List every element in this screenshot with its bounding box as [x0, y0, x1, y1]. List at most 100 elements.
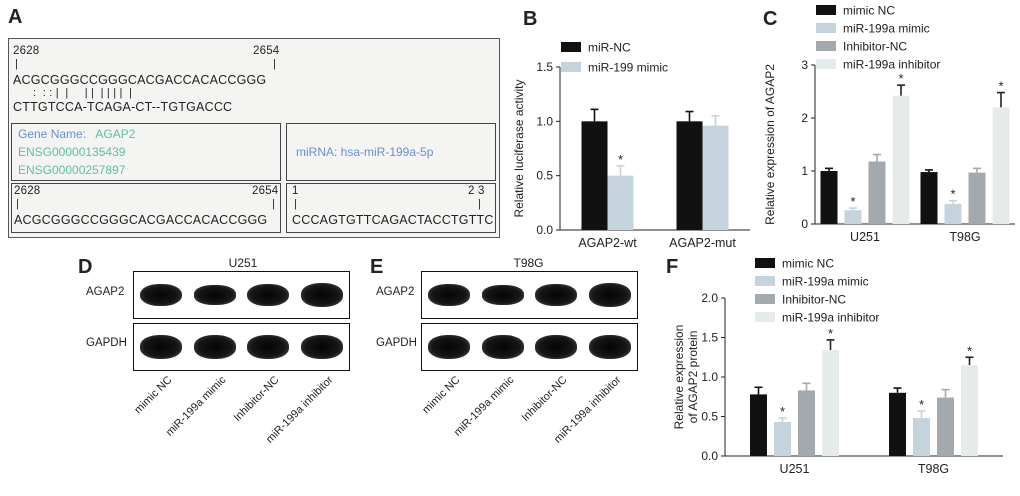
x-category-label: T98G — [949, 230, 980, 244]
bar — [676, 121, 703, 230]
panel-label-f: F — [666, 256, 679, 278]
chart-c: 0 1 2 3 Relative expression of AGAP2 * * U251 * *… — [763, 4, 1015, 244]
bar — [992, 107, 1010, 224]
bar — [892, 95, 910, 225]
bar — [750, 394, 767, 456]
bottom-position-left: 2628 — [14, 185, 41, 197]
panel-a-alignment-box: 2628 2654 | | ACGCGGGCCGGGCACGACCACACCGG… — [8, 38, 500, 238]
legend-swatch — [816, 23, 836, 33]
blot-e-lane-label: Inhibitor-NC — [519, 374, 570, 424]
blot-d-agap2-band — [247, 283, 290, 307]
target-site-box: 2628 2654 | | ACGCGGGCCGGGCACGACCACACCGG… — [11, 183, 281, 233]
legend-label: mimic NC — [843, 4, 895, 18]
legend-swatch — [561, 42, 581, 52]
blot-e-agap2-band — [535, 283, 578, 307]
legend-label: miR-199a inhibitor — [782, 311, 879, 325]
blot-d-agap2-band — [301, 283, 344, 307]
blot-d-agap2-band — [193, 285, 236, 305]
mirna-position-right: 2 3 — [468, 185, 485, 197]
target-sequence: ACGCGGGCCGGGCACGACCACACCGGG — [13, 73, 267, 87]
bar — [868, 161, 886, 224]
x-category-label: U251 — [850, 230, 880, 244]
blot-d-lane-label: miR-199a inhibitor — [264, 374, 336, 446]
y-tick-label: 0.0 — [701, 449, 718, 463]
top-position-right: 2654 — [253, 45, 280, 57]
legend-label: Inhibitor-NC — [843, 40, 907, 54]
bar — [889, 392, 906, 456]
x-category-label: U251 — [780, 462, 810, 476]
significance-marker: * — [998, 79, 1003, 94]
x-category-label: AGAP2-wt — [578, 236, 637, 248]
bar — [702, 125, 729, 230]
bottom-position-right: 2654 — [252, 185, 279, 197]
y-axis-label: of AGAP2 protein — [686, 331, 700, 424]
legend-label: mimic NC — [782, 257, 834, 271]
legend-swatch — [755, 258, 775, 268]
blot-d-strip-agap2 — [133, 271, 350, 319]
y-tick-label: 0.5 — [701, 410, 718, 424]
blot-d-row-label-gapdh: GAPDH — [86, 337, 127, 349]
target-site-sequence: ACGCGGGCCGGGCACGACCACACCGGG — [14, 213, 268, 227]
y-axis-label: Relative expression of AGAP2 — [763, 64, 777, 225]
blot-e-lane-label: mimic NC — [420, 374, 463, 417]
y-axis-label: Relative expression — [672, 325, 686, 430]
legend-label: Inhibitor-NC — [782, 293, 846, 307]
bar — [798, 390, 815, 456]
y-tick-label: 2.0 — [701, 291, 718, 305]
legend-label: miR-NC — [588, 41, 631, 55]
ensg-id-1: ENSG00000135439 — [18, 145, 126, 159]
legend-swatch — [816, 5, 836, 15]
blot-e-strip-agap2 — [421, 271, 638, 319]
blot-e-agap2-band — [589, 283, 632, 307]
significance-marker: * — [850, 194, 855, 209]
tick-mark: | — [294, 198, 298, 210]
blot-e-agap2-band — [481, 285, 524, 305]
tick-mark: | — [15, 58, 19, 70]
legend-label: miR-199a mimic — [843, 22, 930, 36]
blot-e-gapdh-band — [427, 335, 470, 359]
panel-label-e: E — [370, 256, 384, 278]
blot-e-agap2-band — [427, 283, 470, 307]
bar — [937, 397, 954, 456]
significance-marker: * — [898, 71, 903, 86]
x-category-label: AGAP2-mut — [669, 236, 736, 248]
blot-d-strip-gapdh — [133, 323, 350, 371]
y-tick-label: 1.0 — [536, 114, 553, 128]
blot-e-row-label-agap2: AGAP2 — [376, 286, 415, 298]
blot-e-lane-label: miR-199a mimic — [451, 374, 517, 439]
blot-d-lane-label: Inhibitor-NC — [231, 374, 282, 424]
y-axis-label: Relative luciferase activity — [512, 79, 526, 217]
mirna-info-box: miRNA: hsa-miR-199a-5p — [286, 123, 496, 181]
legend-swatch — [816, 41, 836, 51]
mirna-mature-sequence: CCCAGTGTTCAGACTACCTGTTC — [292, 213, 494, 227]
y-tick-label: 1.5 — [536, 60, 553, 74]
legend-swatch — [816, 59, 836, 69]
y-tick-label: 2 — [801, 111, 808, 125]
legend-label: miR-199 mimic — [588, 61, 668, 75]
significance-marker: * — [950, 187, 955, 202]
blot-d-agap2-band — [139, 283, 182, 307]
blot-e-lane-label: miR-199a inhibitor — [552, 374, 624, 446]
panel-label-c: C — [763, 8, 778, 30]
gene-name: AGAP2 — [95, 127, 136, 141]
gene-info-box: Gene Name: AGAP2 ENSG00000135439 ENSG000… — [11, 123, 281, 181]
y-tick-label: 0 — [801, 217, 808, 231]
y-tick-label: 0.0 — [536, 223, 553, 237]
bar — [774, 422, 791, 456]
blot-e-strip-gapdh — [421, 323, 638, 371]
bar — [968, 172, 986, 224]
y-tick-label: 1 — [801, 164, 808, 178]
x-category-label: T98G — [918, 462, 949, 476]
blot-d-gapdh-band — [193, 335, 236, 359]
bar — [581, 121, 608, 230]
blot-d-lane-label: miR-199a mimic — [163, 374, 229, 439]
significance-marker: * — [618, 152, 623, 167]
bar — [961, 365, 978, 456]
gene-name-label: Gene Name: — [18, 127, 87, 141]
legend-swatch — [561, 62, 581, 72]
blot-e-gapdh-band — [589, 335, 632, 359]
mirna-position-left: 1 — [292, 185, 299, 197]
blot-e-gapdh-band — [481, 335, 524, 359]
panel-label-d: D — [78, 256, 93, 278]
blot-e-row-label-gapdh: GAPDH — [376, 337, 417, 349]
